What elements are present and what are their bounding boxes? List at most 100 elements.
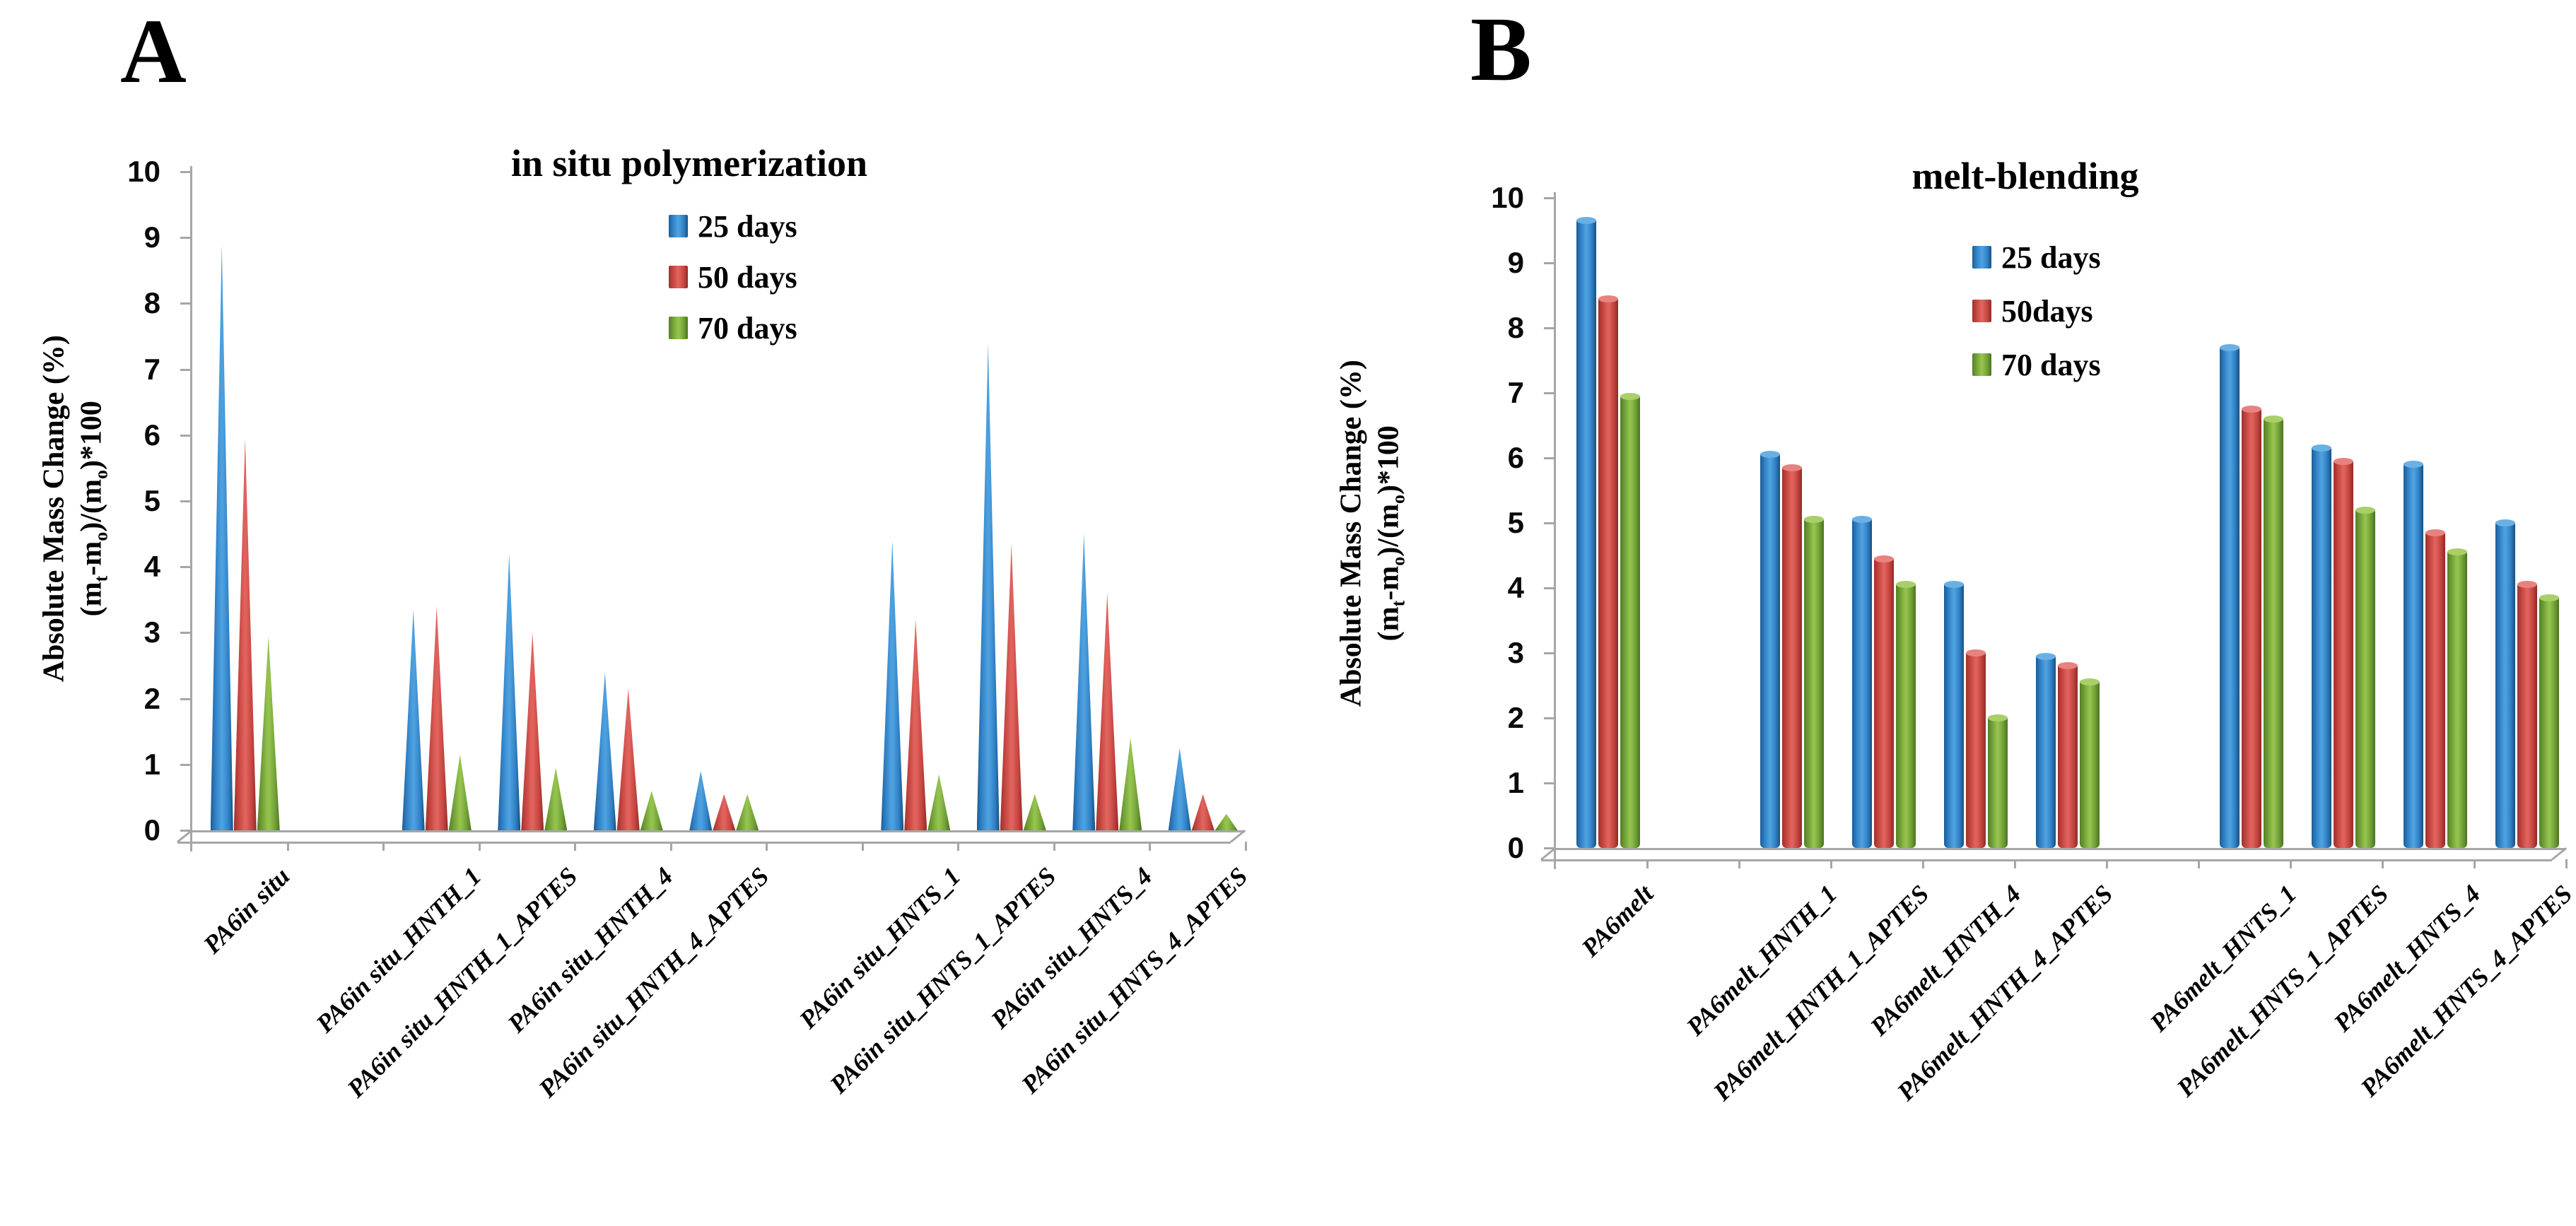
- bar-50days-PA6melt_HNTH_4: [1966, 649, 1986, 848]
- y-axis-tick: [180, 171, 190, 173]
- y-tick-label: 5: [1507, 506, 1524, 539]
- bar-70days-PA6melt_HNTS_4: [2447, 548, 2467, 848]
- y-tick-label: 8: [144, 286, 160, 320]
- x-axis-tick: [478, 842, 481, 851]
- y-tick-label: 1: [1507, 766, 1524, 799]
- y-axis-tick: [1544, 782, 1554, 784]
- legend-item-25days: 25 days: [1972, 230, 2101, 284]
- bar-50days-PA6in situ_HNTS_1: [904, 619, 927, 830]
- bar-25days-PA6melt_HNTS_1_APTES: [2312, 444, 2331, 848]
- y-title-text: (m: [74, 582, 107, 617]
- bar-25days-PA6in situ: [210, 244, 233, 830]
- legend-item-70days: 70 days: [669, 302, 797, 353]
- y-title-text: -m: [1371, 565, 1405, 601]
- bar-25days-PA6in situ_HNTS_1_APTES: [976, 343, 1000, 830]
- x-axis-front-line: [177, 842, 1231, 844]
- x-axis-tick: [1646, 859, 1649, 868]
- y-axis-tick: [1544, 197, 1554, 199]
- y-tick-label: 0: [1507, 831, 1524, 864]
- y-axis-title-line1: Absolute Mass Change (%): [37, 335, 71, 683]
- x-axis-back-line: [1555, 848, 2566, 850]
- y-axis-title: Absolute Mass Change (%) (mt-mo)/(mo)*10…: [35, 205, 112, 813]
- legend-label: 70 days: [2001, 347, 2101, 382]
- bar-70days-PA6melt_HNTS_1_APTES: [2355, 506, 2375, 848]
- x-category-label: PA6in situ_HNTH_1: [310, 861, 487, 1038]
- y-axis-tick: [1544, 522, 1554, 524]
- bar-70days-PA6in situ_HNTS_4: [1119, 738, 1142, 830]
- panel-letter: B: [1470, 0, 1532, 100]
- y-tick-label: 9: [144, 220, 160, 254]
- bar-50days-PA6melt_HNTS_4: [2425, 529, 2445, 848]
- legend-item-70days: 70 days: [1972, 338, 2101, 391]
- y-axis-tick: [180, 566, 190, 569]
- bar-50days-PA6in situ_HNTH_1: [425, 606, 448, 830]
- bar-25days-PA6melt_HNTS_1: [2220, 343, 2240, 848]
- x-axis-tick: [861, 842, 864, 851]
- y-axis-tick: [1544, 847, 1554, 849]
- bar-50days-PA6melt_HNTS_4_APTES: [2517, 581, 2537, 848]
- y-tick-label: 2: [144, 681, 160, 715]
- bar-25days-PA6melt_HNTS_4: [2404, 461, 2423, 848]
- x-category-label: PA6in situ_HNTH_4: [502, 861, 679, 1038]
- bar-50days-PA6in situ_HNTS_4: [1096, 593, 1119, 830]
- y-axis-tick: [180, 697, 190, 700]
- legend-label: 50 days: [698, 259, 797, 295]
- bar-70days-PA6in situ: [257, 636, 280, 830]
- y-axis-tick: [180, 500, 190, 502]
- legend-swatch-red-icon: [669, 266, 688, 288]
- y-tick-label: 8: [1507, 311, 1524, 344]
- bar-70days-PA6melt_HNTH_1: [1804, 516, 1824, 848]
- legend-swatch-green-icon: [1972, 353, 1991, 376]
- bar-70days-PA6melt: [1620, 392, 1640, 848]
- panel-melt-blending: B melt-blending 25 days 50days 70 days Abs…: [1288, 0, 2576, 1226]
- bar-50days-PA6in situ_HNTH_4: [616, 688, 640, 830]
- y-axis-tick: [1544, 717, 1554, 719]
- bar-25days-PA6melt_HNTH_4: [1944, 581, 1964, 848]
- x-axis-tick: [1149, 842, 1151, 851]
- bar-70days-PA6in situ_HNTH_4: [640, 791, 663, 830]
- y-axis-tick: [180, 830, 190, 832]
- bar-70days-PA6melt_HNTH_4: [1988, 714, 2008, 848]
- y-title-subscript: o: [90, 470, 112, 480]
- legend-item-50days: 50days: [1972, 284, 2101, 338]
- y-axis-tick: [1544, 652, 1554, 654]
- x-axis-tick: [1830, 859, 1832, 868]
- y-axis-tick: [1544, 392, 1554, 394]
- legend-swatch-green-icon: [669, 317, 688, 339]
- y-axis-title-line2: (mt-mo)/(mo)*100: [73, 205, 113, 813]
- bar-70days-PA6in situ_HNTS_4_APTES: [1214, 813, 1238, 830]
- bar-25days-PA6melt_HNTH_1_APTES: [1852, 516, 1872, 848]
- y-axis-tick: [1544, 327, 1554, 329]
- bar-50days-PA6melt_HNTH_1: [1782, 464, 1802, 848]
- bar-70days-PA6in situ_HNTH_4_APTES: [736, 794, 759, 830]
- x-axis-tick: [574, 842, 576, 851]
- y-tick-label: 0: [144, 813, 160, 847]
- x-axis-tick: [382, 842, 385, 851]
- plot-area: 0 1 2 3 4 5 6 7 8 9 10 PA6in situ PA6in situ_HNTH_1 P…: [127, 155, 1253, 1103]
- bar-25days-PA6melt_HNTS_4_APTES: [2495, 519, 2515, 848]
- x-axis-tick: [669, 842, 672, 851]
- bar-50days-PA6melt: [1598, 295, 1618, 848]
- y-tick-label: 10: [1491, 181, 1524, 214]
- bar-70days-PA6melt_HNTH_4_APTES: [2080, 678, 2100, 848]
- x-axis-back-line: [192, 830, 1245, 832]
- y-axis-line: [190, 166, 192, 851]
- y-tick-label: 9: [1507, 246, 1524, 279]
- bar-70days-PA6melt_HNTH_1_APTES: [1896, 581, 1916, 848]
- y-axis-title-line1: Absolute Mass Change (%): [1335, 360, 1368, 707]
- bar-25days-PA6in situ_HNTH_1: [402, 609, 425, 830]
- bar-50days-PA6melt_HNTH_4_APTES: [2058, 662, 2078, 848]
- bar-50days-PA6in situ: [233, 438, 257, 830]
- x-axis-tick: [957, 842, 959, 851]
- x-axis-tick: [2106, 859, 2108, 868]
- bar-25days-PA6in situ_HNTH_4: [593, 672, 616, 830]
- legend-label: 25 days: [2001, 240, 2101, 275]
- y-tick-label: 6: [1507, 441, 1524, 474]
- legend: 25 days 50 days 70 days: [669, 201, 797, 353]
- legend-swatch-blue-icon: [669, 215, 688, 237]
- y-axis-tick: [1544, 262, 1554, 264]
- y-axis-tick: [180, 302, 190, 305]
- bar-50days-PA6melt_HNTS_1: [2242, 406, 2261, 848]
- y-tick-label: 4: [144, 550, 160, 584]
- y-title-subscript: o: [90, 531, 112, 541]
